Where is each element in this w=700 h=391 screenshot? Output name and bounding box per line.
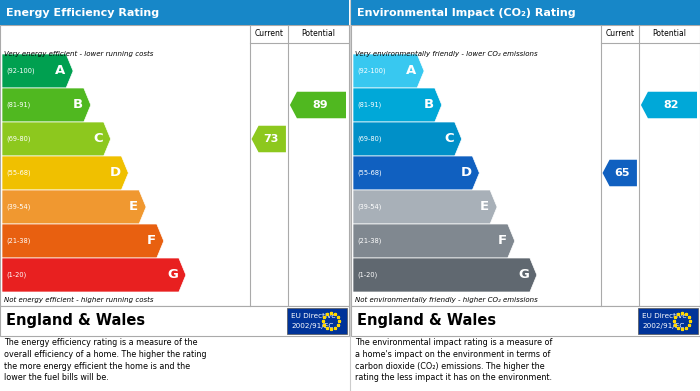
Polygon shape <box>353 224 514 258</box>
Text: Not energy efficient - higher running costs: Not energy efficient - higher running co… <box>4 297 153 303</box>
Text: F: F <box>498 235 507 248</box>
Polygon shape <box>2 224 164 258</box>
Text: (81-91): (81-91) <box>6 102 30 108</box>
Text: 2002/91/EC: 2002/91/EC <box>642 323 685 329</box>
Bar <box>351 306 700 336</box>
Text: B: B <box>424 99 434 111</box>
Text: (39-54): (39-54) <box>6 204 30 210</box>
Polygon shape <box>251 126 286 152</box>
Polygon shape <box>290 92 346 118</box>
Text: (55-68): (55-68) <box>6 170 31 176</box>
Text: Potential: Potential <box>302 29 335 38</box>
Polygon shape <box>353 122 462 156</box>
Text: G: G <box>518 269 529 282</box>
Text: EU Directive: EU Directive <box>642 313 687 319</box>
Bar <box>287 308 347 334</box>
Text: Current: Current <box>254 29 284 38</box>
Text: E: E <box>129 201 138 213</box>
Text: E: E <box>480 201 489 213</box>
Text: 89: 89 <box>312 100 328 110</box>
Text: Current: Current <box>606 29 634 38</box>
Text: (1-20): (1-20) <box>357 272 377 278</box>
Polygon shape <box>353 190 497 224</box>
Polygon shape <box>603 160 637 186</box>
Polygon shape <box>2 258 186 292</box>
Polygon shape <box>2 88 91 122</box>
Text: (69-80): (69-80) <box>357 136 382 142</box>
Text: F: F <box>146 235 156 248</box>
Text: B: B <box>73 99 83 111</box>
Polygon shape <box>353 258 537 292</box>
Bar <box>638 308 698 334</box>
Text: C: C <box>444 133 454 145</box>
Text: Very environmentally friendly - lower CO₂ emissions: Very environmentally friendly - lower CO… <box>355 51 538 57</box>
Polygon shape <box>2 54 73 88</box>
Polygon shape <box>2 190 146 224</box>
Text: (21-38): (21-38) <box>6 238 30 244</box>
Bar <box>0 0 349 25</box>
Text: (39-54): (39-54) <box>357 204 382 210</box>
Text: England & Wales: England & Wales <box>357 314 496 328</box>
Polygon shape <box>353 88 442 122</box>
Text: G: G <box>167 269 178 282</box>
Text: Not environmentally friendly - higher CO₂ emissions: Not environmentally friendly - higher CO… <box>355 297 538 303</box>
Text: 73: 73 <box>263 134 279 144</box>
Polygon shape <box>641 92 697 118</box>
Text: (81-91): (81-91) <box>357 102 382 108</box>
Text: D: D <box>109 167 120 179</box>
Text: A: A <box>55 65 65 77</box>
Bar <box>351 0 700 25</box>
Text: Environmental Impact (CO₂) Rating: Environmental Impact (CO₂) Rating <box>357 7 575 18</box>
Text: A: A <box>406 65 416 77</box>
Bar <box>0 306 349 336</box>
Text: (92-100): (92-100) <box>6 68 34 74</box>
Text: (1-20): (1-20) <box>6 272 27 278</box>
Text: (55-68): (55-68) <box>357 170 382 176</box>
Text: The energy efficiency rating is a measure of the
overall efficiency of a home. T: The energy efficiency rating is a measur… <box>4 338 206 382</box>
Text: Very energy efficient - lower running costs: Very energy efficient - lower running co… <box>4 51 153 57</box>
Polygon shape <box>353 156 480 190</box>
Text: C: C <box>93 133 103 145</box>
Text: 2002/91/EC: 2002/91/EC <box>291 323 333 329</box>
Polygon shape <box>2 122 111 156</box>
Bar <box>0 25 349 306</box>
Text: 82: 82 <box>663 100 679 110</box>
Bar <box>351 25 700 306</box>
Text: Potential: Potential <box>652 29 687 38</box>
Text: The environmental impact rating is a measure of
a home's impact on the environme: The environmental impact rating is a mea… <box>355 338 552 382</box>
Text: (69-80): (69-80) <box>6 136 31 142</box>
Polygon shape <box>2 156 128 190</box>
Text: (92-100): (92-100) <box>357 68 386 74</box>
Polygon shape <box>353 54 424 88</box>
Text: 65: 65 <box>614 168 629 178</box>
Text: Energy Efficiency Rating: Energy Efficiency Rating <box>6 7 159 18</box>
Text: D: D <box>461 167 471 179</box>
Text: (21-38): (21-38) <box>357 238 382 244</box>
Text: EU Directive: EU Directive <box>291 313 336 319</box>
Text: England & Wales: England & Wales <box>6 314 145 328</box>
